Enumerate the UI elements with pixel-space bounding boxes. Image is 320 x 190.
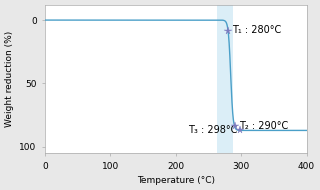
Y-axis label: Weight reduction (%): Weight reduction (%) [5, 31, 14, 127]
Bar [217, 5, 233, 153]
Text: T₂ : 290°C: T₂ : 290°C [239, 121, 288, 131]
Text: T₁ : 280°C: T₁ : 280°C [232, 25, 281, 35]
Text: T₃ : 298°C: T₃ : 298°C [188, 125, 237, 135]
X-axis label: Temperature (°C): Temperature (°C) [137, 176, 215, 185]
